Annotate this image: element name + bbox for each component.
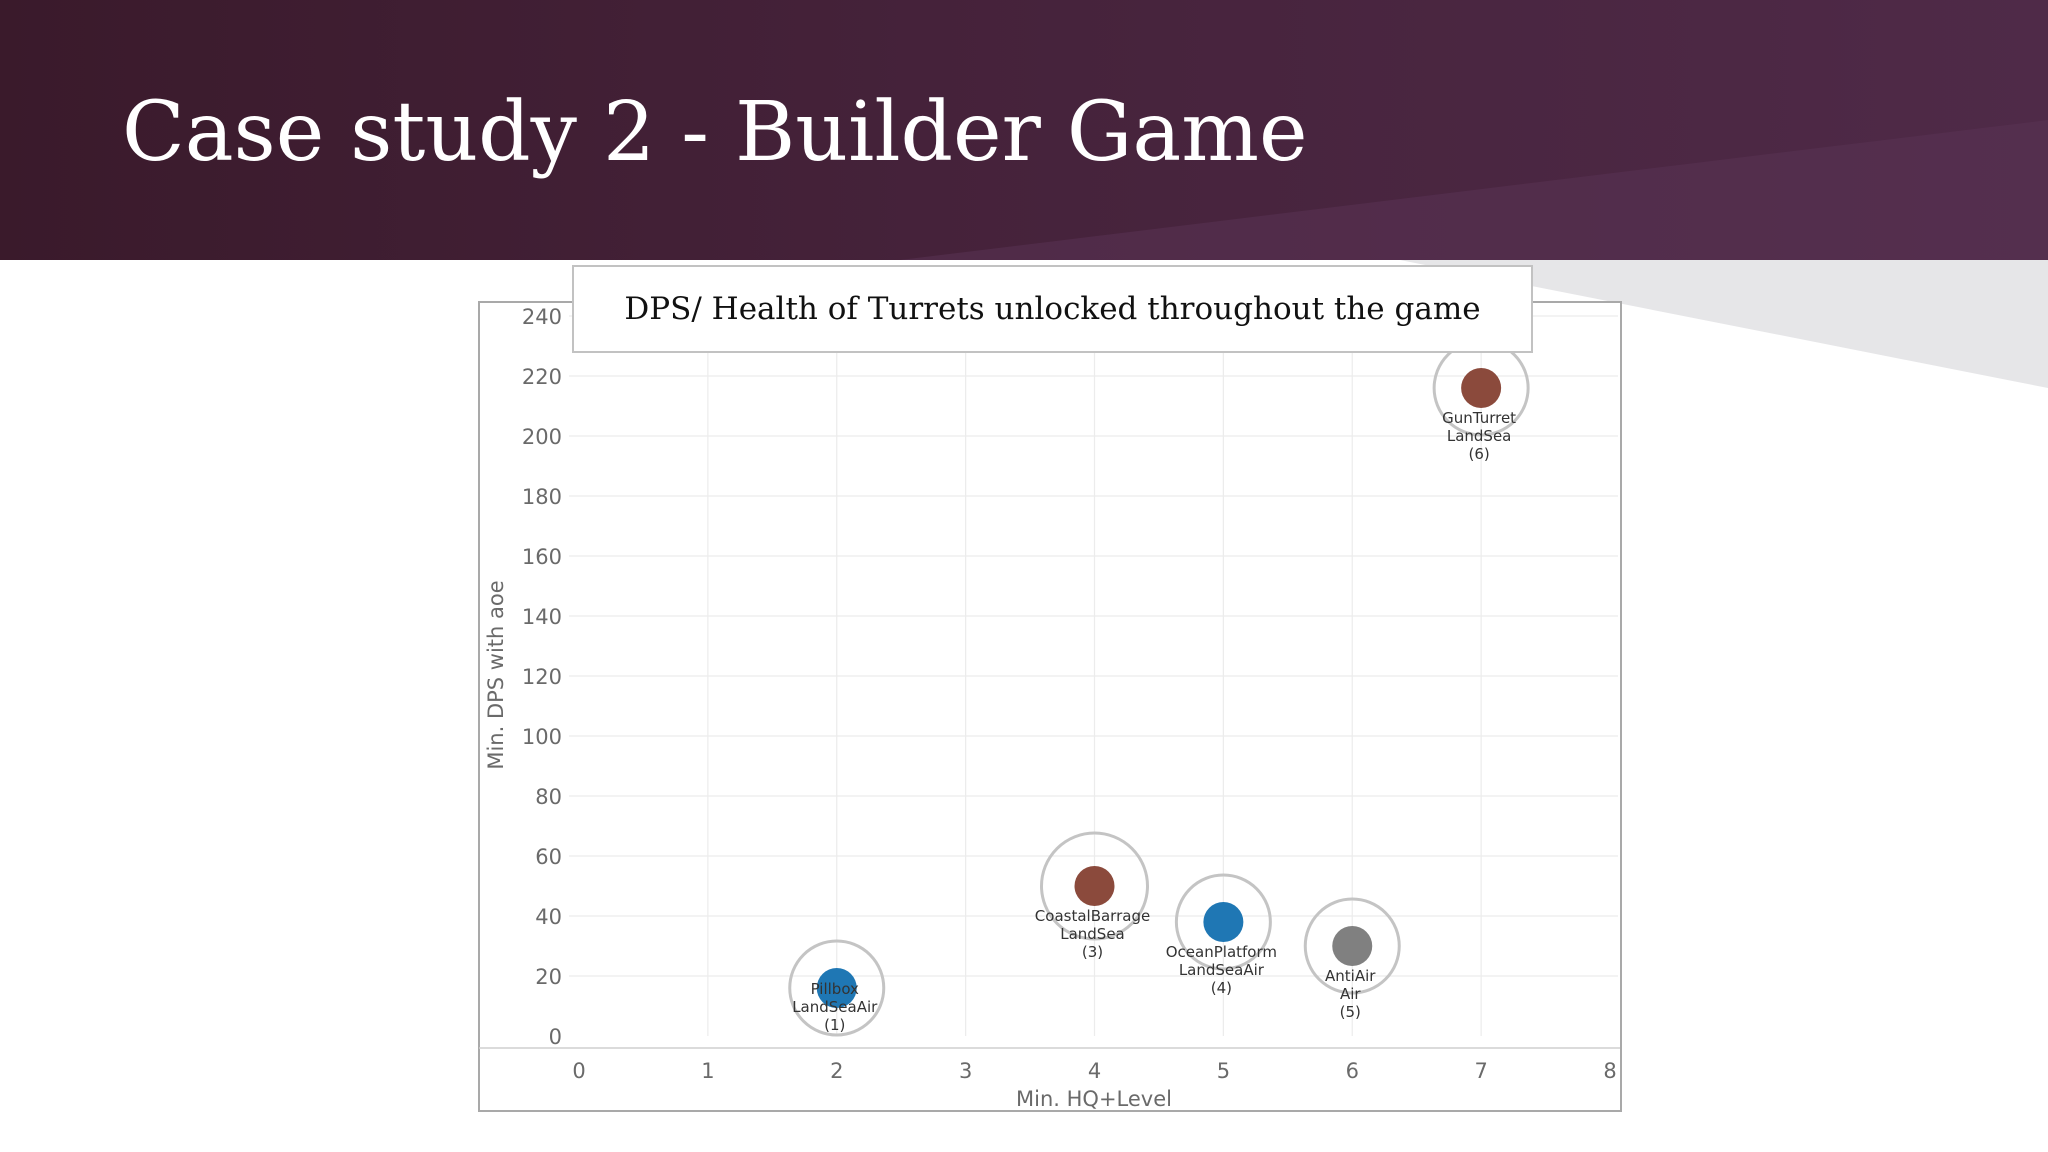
point-domain-label: LandSeaAir bbox=[792, 998, 878, 1016]
x-tick-label: 3 bbox=[959, 1059, 972, 1083]
point-halo bbox=[1040, 831, 1149, 941]
point-halo bbox=[1303, 897, 1401, 995]
point-marker bbox=[816, 968, 857, 1008]
point-name-label: CoastalBarrage bbox=[1035, 907, 1150, 925]
x-tick-label: 4 bbox=[1088, 1059, 1101, 1083]
point-name-label: OceanPlatform bbox=[1166, 943, 1277, 961]
chart-title-box: DPS/ Health of Turrets unlocked througho… bbox=[572, 265, 1533, 353]
y-tick-label: 160 bbox=[522, 545, 562, 569]
y-tick-label: 220 bbox=[522, 365, 562, 389]
point-marker bbox=[1461, 368, 1502, 408]
x-tick-label: 0 bbox=[572, 1059, 585, 1083]
chart-title: DPS/ Health of Turrets unlocked througho… bbox=[624, 291, 1481, 327]
y-tick-label: 60 bbox=[535, 845, 562, 869]
chart-points: PillboxLandSeaAir(1)CoastalBarrageLandSe… bbox=[788, 339, 1530, 1037]
x-tick-label: 5 bbox=[1217, 1059, 1230, 1083]
point-order-label: (6) bbox=[1469, 445, 1490, 463]
point-order-label: (5) bbox=[1340, 1003, 1361, 1021]
x-tick-label: 2 bbox=[830, 1059, 843, 1083]
point-order-label: (1) bbox=[824, 1016, 845, 1034]
y-tick-label: 180 bbox=[522, 485, 562, 509]
y-tick-label: 200 bbox=[522, 425, 562, 449]
y-tick-label: 40 bbox=[535, 905, 562, 929]
chart-grid bbox=[569, 315, 1618, 1036]
point-halo bbox=[788, 939, 886, 1037]
y-tick-label: 120 bbox=[522, 665, 562, 689]
y-tick-label: 240 bbox=[522, 305, 562, 329]
point-domain-label: LandSea bbox=[1060, 925, 1125, 943]
point-name-label: AntiAir bbox=[1325, 967, 1376, 985]
point-marker bbox=[1074, 866, 1115, 906]
point-domain-label: Air bbox=[1340, 985, 1361, 1003]
point-marker bbox=[1332, 926, 1373, 966]
y-axis-label: Min. DPS with aoe bbox=[484, 580, 508, 769]
chart-axes: 0 20 40 60 80 100 120 140 160 180 200 220 240 0 1 2 3 4 5 6… bbox=[479, 305, 1620, 1083]
x-tick-label: 6 bbox=[1346, 1059, 1359, 1083]
point-name-label: GunTurret bbox=[1442, 409, 1516, 427]
x-tick-label: 7 bbox=[1474, 1059, 1487, 1083]
header-decoration bbox=[900, 120, 2048, 260]
y-tick-label: 20 bbox=[535, 965, 562, 989]
point-name-label: Pillbox bbox=[811, 980, 859, 998]
point-domain-label: LandSeaAir bbox=[1179, 961, 1265, 979]
y-tick-label: 140 bbox=[522, 605, 562, 629]
slide-title: Case study 2 - Builder Game bbox=[122, 85, 1308, 180]
x-tick-label: 1 bbox=[701, 1059, 714, 1083]
point-order-label: (3) bbox=[1082, 943, 1103, 961]
y-tick-label: 80 bbox=[535, 785, 562, 809]
point-marker bbox=[1203, 902, 1244, 942]
x-axis-label: Min. HQ+Level bbox=[1016, 1087, 1172, 1111]
y-tick-label: 100 bbox=[522, 725, 562, 749]
slide-header: Case study 2 - Builder Game bbox=[0, 0, 2048, 260]
point-domain-label: LandSea bbox=[1447, 427, 1512, 445]
x-tick-label: 8 bbox=[1603, 1059, 1616, 1083]
y-tick-label: 0 bbox=[549, 1025, 562, 1049]
point-order-label: (4) bbox=[1211, 979, 1232, 997]
point-halo bbox=[1174, 873, 1272, 971]
